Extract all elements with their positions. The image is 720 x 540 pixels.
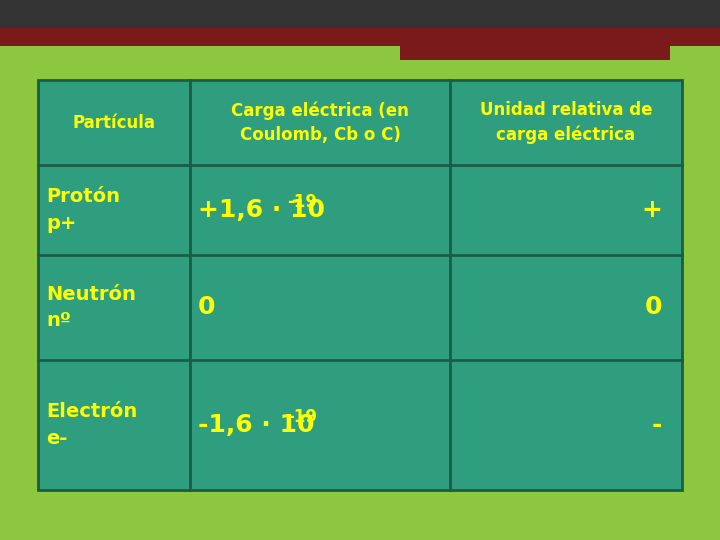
Text: +1,6 · 10: +1,6 · 10	[198, 198, 325, 222]
Text: Electrón
e-: Electrón e-	[46, 402, 138, 448]
Text: Partícula: Partícula	[73, 113, 156, 132]
Text: +: +	[641, 198, 662, 222]
Text: -: -	[652, 413, 662, 437]
Text: Carga eléctrica (en
Coulomb, Cb o C): Carga eléctrica (en Coulomb, Cb o C)	[231, 102, 409, 144]
Text: Protón
p+: Protón p+	[46, 187, 120, 233]
Bar	[0, 28, 720, 46]
Text: -19: -19	[287, 193, 317, 211]
Bar	[400, 46, 670, 60]
Text: 0: 0	[198, 295, 215, 320]
Bar	[0, 0, 720, 28]
Bar	[38, 80, 682, 490]
Text: Neutrón
nº: Neutrón nº	[46, 285, 136, 330]
Text: -19: -19	[287, 408, 317, 426]
Text: -1,6 · 10: -1,6 · 10	[198, 413, 315, 437]
Text: Unidad relativa de
carga eléctrica: Unidad relativa de carga eléctrica	[480, 102, 652, 144]
Text: 0: 0	[644, 295, 662, 320]
